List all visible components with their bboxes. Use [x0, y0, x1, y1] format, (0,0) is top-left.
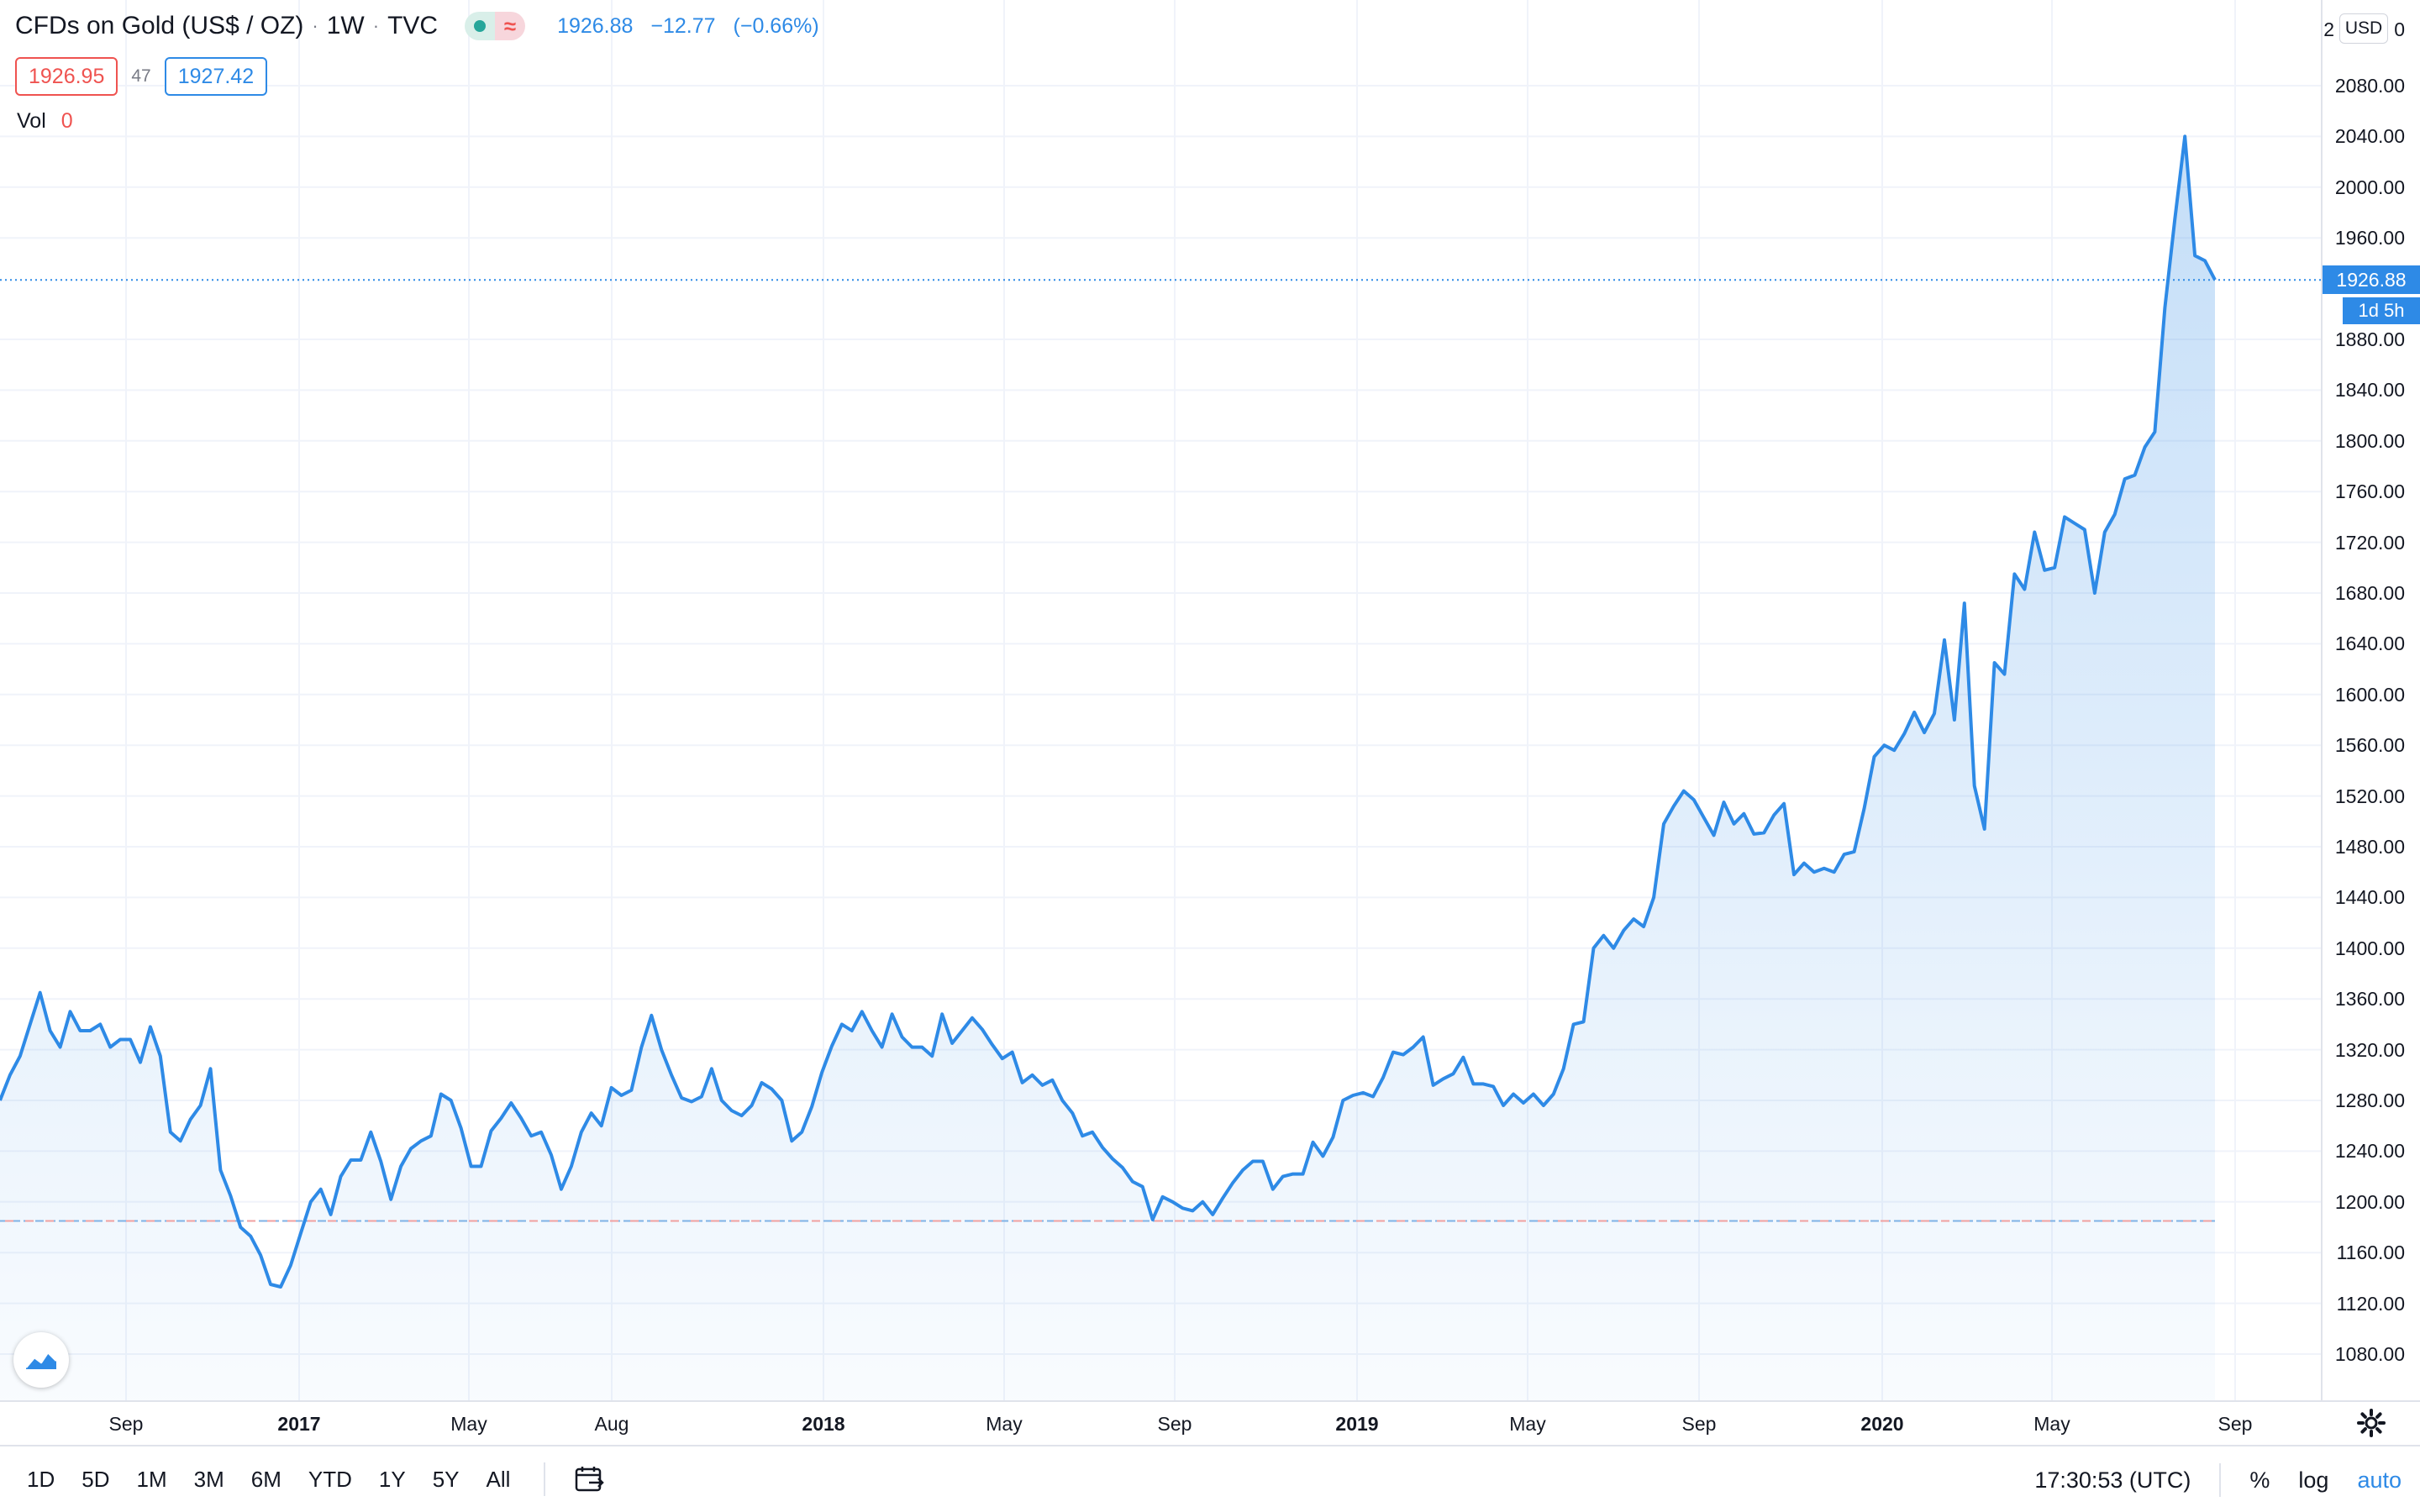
price-axis-label: 1280.00 — [2334, 1089, 2405, 1111]
goto-date-icon[interactable] — [574, 1465, 605, 1494]
range-button-1d[interactable]: 1D — [27, 1466, 55, 1492]
separator-dot: · — [372, 15, 380, 36]
price-axis-partial-label: 0 — [2394, 18, 2405, 40]
price-axis-partial-label: 2 — [2323, 18, 2334, 40]
time-axis-label: 2018 — [802, 1413, 845, 1435]
clock-timezone[interactable]: 17:30:53 (UTC) — [2034, 1467, 2191, 1493]
time-axis-label: May — [2033, 1413, 2070, 1435]
last-price: 1926.88 — [557, 13, 634, 38]
time-axis-label: 2017 — [277, 1413, 321, 1435]
volume-label: Vol — [17, 109, 46, 133]
spread-value: 47 — [131, 66, 151, 86]
bid-ask-row: 1926.95 47 1927.42 — [15, 57, 268, 96]
exchange-label: TVC — [387, 12, 439, 39]
bar-countdown-tag: 1d 5h — [2343, 297, 2420, 325]
log-scale-toggle[interactable]: log — [2298, 1467, 2329, 1493]
price-change: −12.77 — [650, 13, 716, 38]
time-axis-label: Sep — [2217, 1413, 2253, 1435]
settings-gear-icon[interactable] — [2354, 1406, 2388, 1440]
tradingview-logo-icon[interactable] — [13, 1332, 69, 1388]
range-button-5d[interactable]: 5D — [82, 1466, 110, 1492]
price-axis-label: 1200.00 — [2334, 1190, 2405, 1213]
price-line — [0, 134, 2217, 1289]
range-button-3m[interactable]: 3M — [193, 1466, 224, 1492]
date-range-buttons: 1D 5D 1M 3M 6M YTD 1Y 5Y All — [0, 1467, 510, 1493]
time-axis-label: May — [986, 1413, 1023, 1435]
symbol-name[interactable]: CFDs on Gold (US$ / OZ) — [15, 12, 304, 39]
separator-dot: · — [312, 15, 318, 36]
time-axis-label: Sep — [1681, 1413, 1717, 1435]
price-axis-label: 1080.00 — [2334, 1343, 2405, 1365]
price-axis-label: 1240.00 — [2334, 1140, 2405, 1163]
auto-scale-toggle[interactable]: auto — [2357, 1467, 2402, 1493]
price-axis-label: 2080.00 — [2334, 75, 2405, 97]
delayed-data-icon: ≈ — [495, 12, 526, 40]
range-button-6m[interactable]: 6M — [250, 1466, 281, 1492]
bottom-right-controls: 17:30:53 (UTC) % log auto — [2034, 1446, 2402, 1512]
price-axis-label: 1960.00 — [2334, 227, 2405, 249]
price-axis-label: 1600.00 — [2334, 683, 2405, 706]
price-axis-label: 1560.00 — [2334, 734, 2405, 757]
time-axis-label: Sep — [108, 1413, 144, 1435]
price-area-fill — [0, 136, 2215, 1401]
price-change-percent: (−0.66%) — [733, 13, 819, 38]
time-axis-label: 2020 — [1860, 1413, 1904, 1435]
toolbar-divider — [2219, 1463, 2222, 1497]
time-axis-label: May — [1509, 1413, 1546, 1435]
range-button-1y[interactable]: 1Y — [378, 1466, 406, 1492]
price-axis-label: 1680.00 — [2334, 582, 2405, 604]
range-button-all[interactable]: All — [486, 1466, 511, 1492]
price-axis-label: 1360.00 — [2334, 988, 2405, 1011]
price-axis-label: 1640.00 — [2334, 633, 2405, 655]
ask-price[interactable]: 1927.42 — [164, 57, 268, 96]
price-axis-label: 1160.00 — [2336, 1242, 2405, 1264]
price-axis-label: 1120.00 — [2336, 1292, 2405, 1315]
price-axis-label: 1720.00 — [2334, 531, 2405, 554]
price-axis-label: 2040.00 — [2334, 125, 2405, 148]
volume-value: 0 — [60, 109, 73, 133]
chart-legend-title: CFDs on Gold (US$ / OZ) · 1W · TVC ≈ 192… — [15, 12, 819, 40]
time-axis-label: Aug — [594, 1413, 629, 1435]
last-price-tag: 1926.88 — [2323, 265, 2420, 295]
percent-scale-toggle[interactable]: % — [2249, 1467, 2270, 1493]
bid-price[interactable]: 1926.95 — [15, 57, 118, 96]
price-axis-label: 1760.00 — [2334, 480, 2405, 503]
volume-legend[interactable]: Vol 0 — [17, 109, 73, 134]
price-axis-label: 1480.00 — [2334, 836, 2405, 858]
price-axis-label: 1400.00 — [2334, 937, 2405, 959]
interval-label[interactable]: 1W — [326, 12, 365, 39]
price-axis-label: 2000.00 — [2334, 176, 2405, 198]
time-axis-label: 2019 — [1335, 1413, 1379, 1435]
price-axis-label: 1840.00 — [2334, 379, 2405, 402]
bottom-toolbar: 1D 5D 1M 3M 6M YTD 1Y 5Y All 17:30:53 (UTC) % lo… — [0, 1445, 2420, 1512]
currency-badge[interactable]: USD — [2339, 13, 2388, 44]
price-axis-label: 1800.00 — [2334, 429, 2405, 452]
price-axis-label: 1440.00 — [2334, 886, 2405, 909]
price-axis-label: 1320.00 — [2334, 1038, 2405, 1061]
market-open-icon — [465, 12, 496, 40]
range-button-1m[interactable]: 1M — [136, 1466, 167, 1492]
range-button-ytd[interactable]: YTD — [308, 1466, 352, 1492]
time-axis-label: May — [450, 1413, 487, 1435]
time-axis-label: Sep — [1157, 1413, 1192, 1435]
quote-values: 1926.88 −12.77 (−0.66%) — [557, 14, 819, 39]
range-button-5y[interactable]: 5Y — [432, 1466, 460, 1492]
toolbar-divider — [544, 1462, 546, 1496]
price-axis-label: 1520.00 — [2334, 785, 2405, 807]
market-status-pill[interactable]: ≈ — [465, 12, 526, 40]
price-chart[interactable] — [0, 0, 2420, 1445]
price-axis-label: 1880.00 — [2334, 328, 2405, 350]
